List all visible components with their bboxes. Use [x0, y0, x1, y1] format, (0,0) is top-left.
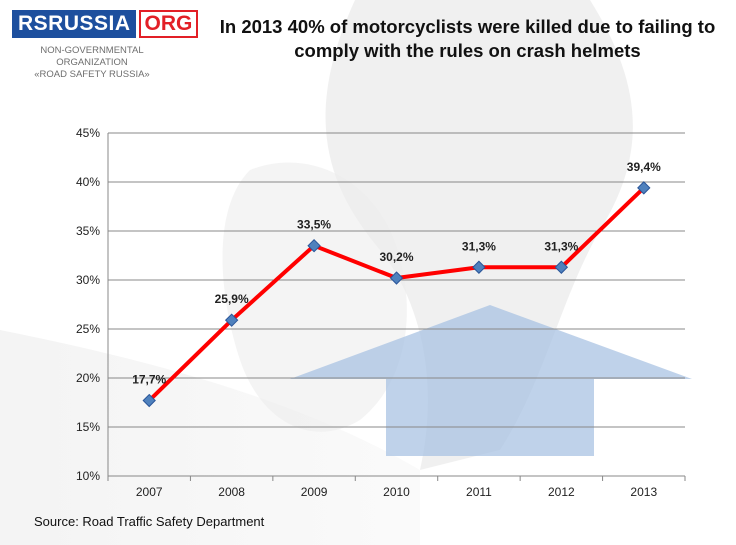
source-note: Source: Road Traffic Safety Department: [34, 514, 265, 529]
x-tick-label: 2010: [383, 485, 410, 499]
data-label: 31,3%: [544, 239, 578, 253]
axes: 10% 15% 20% 25% 30% 35% 40% 45% 2007 2008 2009 2010…: [76, 126, 686, 499]
x-tick-label: 2012: [548, 485, 575, 499]
logo-main-text: RSRUSSIA: [12, 10, 136, 38]
x-tick-label: 2013: [630, 485, 657, 499]
logo-subtitle-organization: NON-GOVERNMENTAL ORGANIZATION: [40, 45, 144, 68]
data-point-marker: [554, 260, 569, 274]
series-layer: 17,7% 25,9% 33,5% 30,2% 31,3% 31,3% 39,4%: [132, 160, 661, 408]
logo-org-text: ORG: [138, 10, 199, 38]
chart-title: In 2013 40% of motorcyclists were killed…: [219, 16, 716, 61]
y-tick-label: 15%: [76, 420, 100, 434]
data-label: 25,9%: [215, 292, 249, 306]
logo: RSRUSSIA ORG NON-GOVERNMENTAL ORGANIZATI…: [12, 10, 199, 81]
x-tick-label: 2009: [301, 485, 328, 499]
data-point-marker: [637, 181, 651, 195]
data-label: 33,5%: [297, 218, 331, 232]
data-point-marker: [224, 313, 239, 327]
data-point-marker: [389, 271, 404, 285]
data-label: 39,4%: [627, 160, 661, 174]
grid-lines: [108, 132, 685, 477]
x-tick-label: 2008: [218, 485, 245, 499]
y-tick-label: 20%: [76, 371, 100, 385]
data-label: 30,2%: [379, 250, 413, 264]
logo-subtitle-name: «ROAD SAFETY RUSSIA»: [34, 69, 150, 80]
y-tick-label: 25%: [76, 322, 100, 336]
data-point-marker: [307, 238, 321, 253]
y-tick-label: 45%: [76, 126, 100, 140]
y-tick-label: 40%: [76, 175, 100, 189]
y-tick-label: 10%: [76, 469, 100, 483]
upward-arrow-shape: [290, 305, 692, 456]
x-tick-label: 2011: [466, 485, 492, 499]
y-tick-label: 35%: [76, 224, 100, 238]
data-point-marker: [472, 260, 486, 274]
x-tick-label: 2007: [136, 485, 163, 499]
y-tick-label: 30%: [76, 273, 100, 287]
data-label: 17,7%: [132, 373, 166, 387]
data-label: 31,3%: [462, 239, 496, 253]
data-point-marker: [142, 393, 156, 408]
